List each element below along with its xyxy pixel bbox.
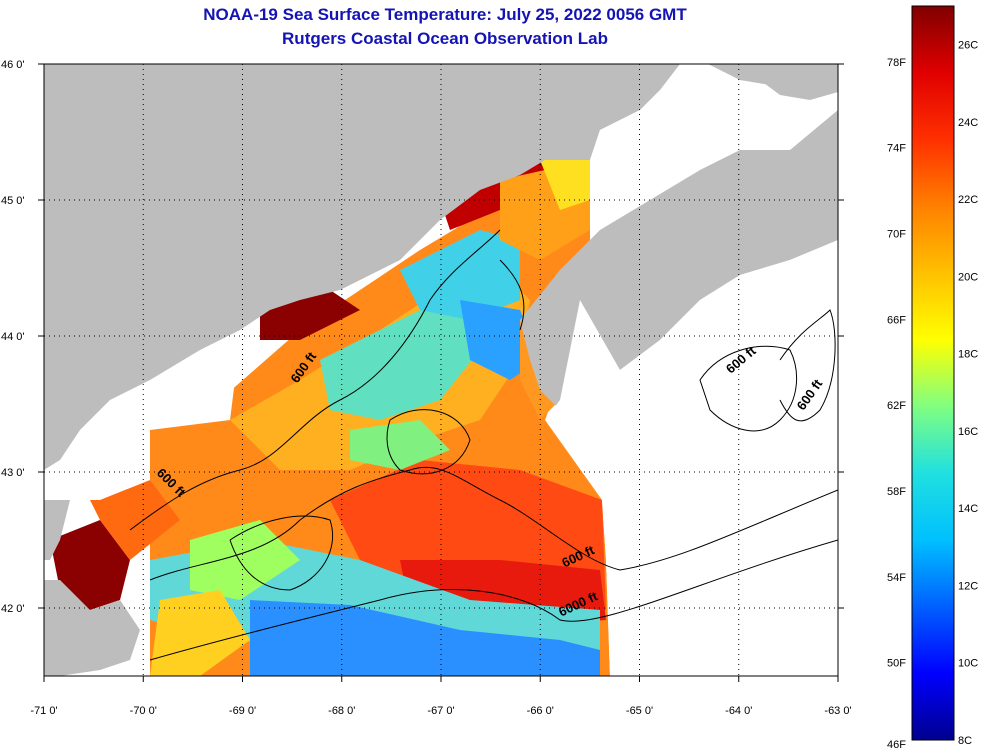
lat-tick-label: 46 0'	[1, 59, 25, 71]
colorbar-celsius-label: 22C	[958, 194, 978, 206]
bathymetry-contours	[129, 229, 838, 661]
colorbar-celsius-label: 18C	[958, 349, 978, 361]
colorbar-celsius-label: 16C	[958, 426, 978, 438]
colorbar-fahrenheit-label: 50F	[887, 658, 906, 670]
lon-tick-label: -64 0'	[725, 705, 752, 717]
map-title: NOAA-19 Sea Surface Temperature: July 25…	[203, 5, 687, 24]
lat-lon-grid	[44, 64, 838, 676]
lat-tick-label: 42 0'	[1, 603, 25, 615]
colorbar-fahrenheit-label: 58F	[887, 486, 906, 498]
colorbar-fahrenheit-label: 78F	[887, 57, 906, 69]
colorbar-fahrenheit-label: 46F	[887, 739, 906, 751]
lon-tick-label: -63 0'	[824, 705, 851, 717]
sst-field	[50, 150, 610, 676]
colorbar: 26C 24C 22C 20C 18C 16C 14C 12C 10C 8C 78F 74F 70F 66…	[887, 5, 978, 751]
colorbar-celsius-label: 12C	[958, 580, 978, 592]
colorbar-celsius-label: 26C	[958, 40, 978, 52]
lat-tick-label: 45 0'	[1, 195, 25, 207]
map-subtitle: Rutgers Coastal Ocean Observation Lab	[282, 29, 608, 48]
colorbar-fahrenheit-label: 70F	[887, 228, 906, 240]
nodata-areas	[70, 110, 838, 676]
colorbar-gradient	[911, 5, 955, 741]
colorbar-fahrenheit-label: 74F	[887, 143, 906, 155]
lon-tick-label: -65 0'	[626, 705, 653, 717]
colorbar-celsius-label: 14C	[958, 503, 978, 515]
lon-tick-label: -69 0'	[229, 705, 256, 717]
colorbar-celsius-label: 20C	[958, 271, 978, 283]
colorbar-celsius-label: 24C	[958, 117, 978, 129]
lat-tick-label: 44 0'	[1, 331, 25, 343]
colorbar-celsius-label: 8C	[958, 735, 972, 747]
lon-tick-label: -68 0'	[328, 705, 355, 717]
map-axes: -71 0' -70 0' -69 0' -68 0' -67 0' -66 0' -65 …	[1, 59, 852, 717]
colorbar-fahrenheit-label: 66F	[887, 314, 906, 326]
colorbar-celsius-label: 10C	[958, 658, 978, 670]
colorbar-fahrenheit-label: 54F	[887, 572, 906, 584]
lat-tick-label: 43 0'	[1, 467, 25, 479]
lon-tick-label: -71 0'	[30, 705, 57, 717]
lon-tick-label: -67 0'	[427, 705, 454, 717]
colorbar-fahrenheit-label: 62F	[887, 400, 906, 412]
lon-tick-label: -70 0'	[130, 705, 157, 717]
lon-tick-label: -66 0'	[527, 705, 554, 717]
